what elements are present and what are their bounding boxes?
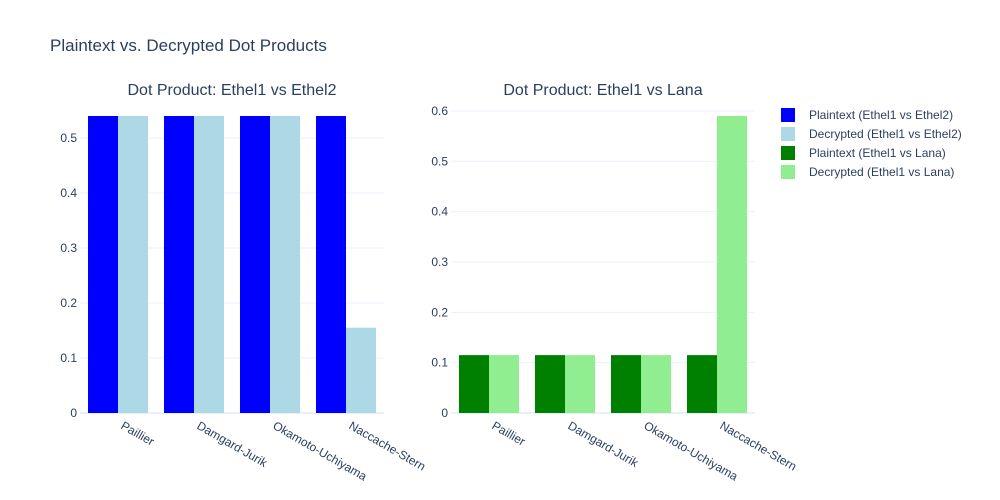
main-title: Plaintext vs. Decrypted Dot Products <box>50 36 327 55</box>
bar-1-1-4[interactable] <box>316 116 346 413</box>
bar-2-1-3[interactable] <box>611 355 641 413</box>
bar-1-1-1[interactable] <box>88 116 118 413</box>
subplot-2: 0 0.1 0.2 0.3 0.4 0.5 0.6 Paillier Damgard-Jurik… <box>431 82 799 484</box>
legend-item[interactable]: Decrypted (Ethel1 vs Ethel2) <box>781 127 962 141</box>
bar-2-2-1[interactable] <box>489 355 519 413</box>
legend-item[interactable]: Plaintext (Ethel1 vs Lana) <box>781 146 946 160</box>
legend-item[interactable]: Plaintext (Ethel1 vs Ethel2) <box>781 108 953 122</box>
subplot-title: Dot Product: Ethel1 vs Lana <box>503 82 702 99</box>
bar-1-1-3[interactable] <box>240 116 270 413</box>
x-tick-label: Damgard-Jurik <box>195 418 271 470</box>
x-tick-label: Damgard-Jurik <box>566 418 642 470</box>
legend-swatch <box>781 146 795 160</box>
y-tick-label: 0.2 <box>60 296 77 310</box>
y-tick-label: 0.6 <box>431 104 448 118</box>
bar-2-2-3[interactable] <box>641 355 671 413</box>
bar-2-1-4[interactable] <box>687 355 717 413</box>
bar-1-2-2[interactable] <box>194 116 224 413</box>
y-tick-label: 0.3 <box>431 255 448 269</box>
subplot-title: Dot Product: Ethel1 vs Ethel2 <box>128 82 337 99</box>
y-tick-label: 0 <box>70 406 77 420</box>
y-tick-label: 0.4 <box>60 186 77 200</box>
y-tick-label: 0.3 <box>60 241 77 255</box>
bar-2-1-1[interactable] <box>459 355 489 413</box>
x-tick-label: Paillier <box>490 418 528 448</box>
bar-1-2-1[interactable] <box>118 116 148 413</box>
bar-2-2-2[interactable] <box>565 355 595 413</box>
y-tick-label: 0.1 <box>431 356 448 370</box>
legend-swatch <box>781 108 795 122</box>
bar-1-2-4[interactable] <box>346 327 376 413</box>
legend-label: Plaintext (Ethel1 vs Ethel2) <box>809 108 953 122</box>
bar-2-2-4[interactable] <box>717 116 747 413</box>
legend-label: Decrypted (Ethel1 vs Lana) <box>809 165 954 179</box>
legend-label: Plaintext (Ethel1 vs Lana) <box>809 146 946 160</box>
legend[interactable]: Plaintext (Ethel1 vs Ethel2) Decrypted (E… <box>781 108 962 179</box>
y-tick-label: 0.1 <box>60 351 77 365</box>
bar-1-1-2[interactable] <box>164 116 194 413</box>
y-tick-label: 0.4 <box>431 205 448 219</box>
x-tick-label: Paillier <box>119 418 157 448</box>
bar-1-2-3[interactable] <box>270 116 300 413</box>
legend-swatch <box>781 127 795 141</box>
bar-2-1-2[interactable] <box>535 355 565 413</box>
legend-item[interactable]: Decrypted (Ethel1 vs Lana) <box>781 165 954 179</box>
y-tick-label: 0.2 <box>431 305 448 319</box>
y-tick-label: 0.5 <box>431 154 448 168</box>
y-tick-label: 0.5 <box>60 131 77 145</box>
y-tick-label: 0 <box>441 406 448 420</box>
legend-label: Decrypted (Ethel1 vs Ethel2) <box>809 127 962 141</box>
legend-swatch <box>781 165 795 179</box>
